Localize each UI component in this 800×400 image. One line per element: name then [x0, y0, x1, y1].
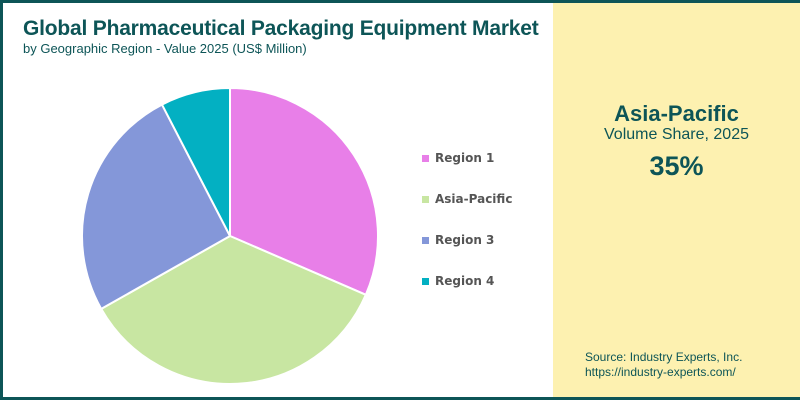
source-label: Source: Industry Experts, Inc.: [585, 350, 743, 364]
source-link[interactable]: https://industry-experts.com/: [585, 365, 736, 379]
highlight-value: 35%: [649, 151, 704, 181]
legend-label: Region 1: [435, 151, 495, 165]
chart-title: Global Pharmaceutical Packaging Equipmen…: [23, 17, 539, 40]
pie-slice-region-3: [81, 103, 232, 311]
legend-label: Region 4: [435, 274, 495, 288]
highlight-panel: Asia-Pacific Volume Share, 2025 35% Sour…: [553, 3, 800, 397]
pie-slice-region-4: [160, 86, 231, 237]
legend-item: Region 1: [422, 151, 494, 165]
source-note: Source: Industry Experts, Inc. https://i…: [585, 350, 742, 380]
pie-chart: [81, 86, 379, 385]
legend-label: Region 3: [435, 233, 495, 247]
legend-swatch-icon: [422, 195, 429, 203]
legend-item: Asia-Pacific: [422, 192, 512, 206]
legend-swatch-icon: [422, 236, 429, 244]
chart-subtitle: by Geographic Region - Value 2025 (US$ M…: [23, 41, 307, 56]
legend-item: Region 3: [422, 233, 494, 247]
legend-item: Region 4: [422, 274, 494, 288]
pie-slice-region-1: [229, 86, 379, 297]
legend-label: Asia-Pacific: [435, 192, 513, 206]
legend-swatch-icon: [422, 277, 429, 285]
legend-swatch-icon: [422, 154, 429, 162]
pie-slice-asia-pacific: [99, 234, 368, 385]
highlight-metric: Volume Share, 2025: [604, 126, 749, 143]
highlight-region: Asia-Pacific: [614, 101, 739, 126]
